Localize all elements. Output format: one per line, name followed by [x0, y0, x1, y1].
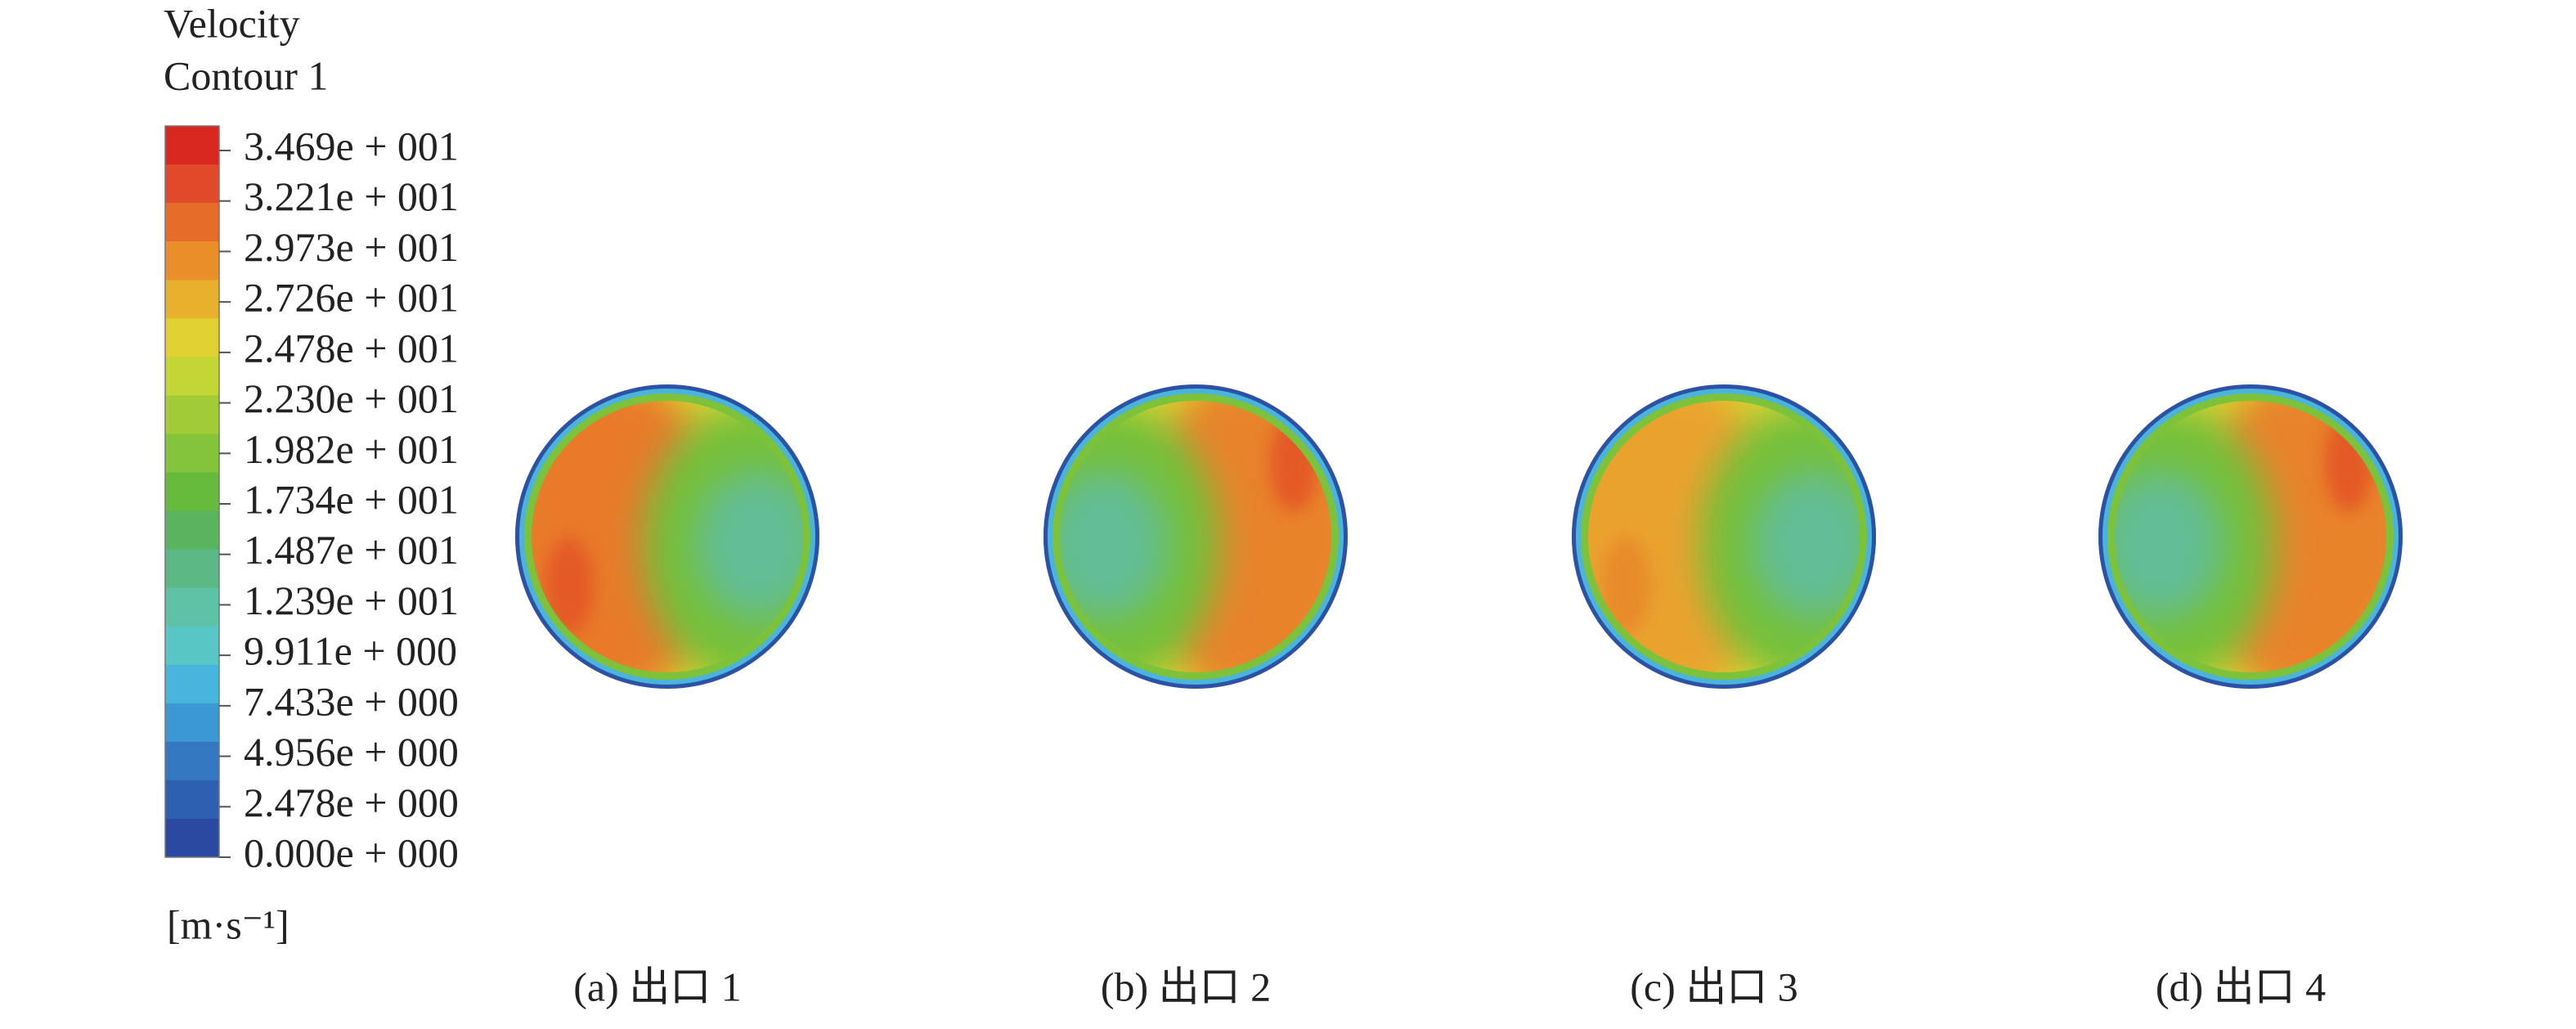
legend-title: Velocity	[164, 0, 300, 46]
legend-label: 2.478e + 001	[244, 325, 459, 371]
panel-caption: (b) 出口 2	[1101, 964, 1271, 1009]
panel-caption: (d) 出口 4	[2156, 964, 2326, 1009]
legend-label: 1.487e + 001	[244, 527, 459, 573]
legend-label: 3.469e + 001	[244, 123, 459, 169]
legend-label: 2.478e + 000	[244, 780, 459, 825]
panel-caption: (a) 出口 1	[573, 964, 742, 1009]
contour-panel	[2098, 384, 2403, 689]
legend-label: 4.956e + 000	[244, 729, 459, 775]
legend-label: 2.726e + 001	[244, 275, 459, 321]
legend-label: 1.734e + 001	[244, 476, 459, 522]
legend-label: 9.911e + 000	[244, 628, 457, 674]
contour-panel	[1043, 384, 1348, 689]
legend-unit: [m·s⁻¹]	[167, 901, 289, 947]
legend-title: Contour 1	[164, 52, 328, 98]
contour-panel	[1572, 384, 1876, 689]
legend-label: 2.230e + 001	[244, 375, 459, 421]
legend-label: 0.000e + 000	[244, 829, 459, 875]
contour-panel	[515, 384, 819, 689]
legend-label: 7.433e + 000	[244, 678, 459, 724]
legend-label: 2.973e + 001	[244, 224, 459, 270]
legend-label: 1.239e + 001	[244, 577, 459, 623]
legend-label: 3.221e + 001	[244, 173, 459, 219]
legend-label: 1.982e + 001	[244, 426, 459, 472]
color-bar	[164, 125, 220, 858]
panel-caption: (c) 出口 3	[1630, 964, 1798, 1009]
